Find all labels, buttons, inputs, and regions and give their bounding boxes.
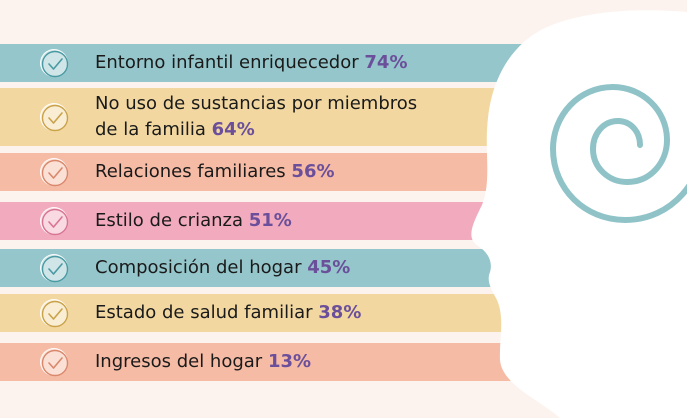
category-text: No uso de sustancias por miembros [95,93,418,114]
category-text: Entorno infantil enriquecedor [95,52,359,73]
category-text: de la familia [95,119,206,140]
value-label: 13% [267,351,312,372]
value-label: 38% [318,302,362,323]
bar-row-2 [0,88,582,146]
category-text: Relaciones familiares [95,161,286,182]
category-label: Composición del hogar 45% [95,255,350,281]
bar-row-6 [0,294,582,332]
value-label: 51% [248,210,292,231]
value-label: 64% [211,119,255,140]
category-label: Estilo de crianza 51% [95,208,292,234]
category-label: Estado de salud familiar 38% [95,300,361,326]
category-label: No uso de sustancias por miembros de la f… [95,91,417,143]
value-label: 56% [291,161,335,182]
check-circle-icon [40,254,69,283]
check-circle-icon [40,158,69,187]
check-circle-icon [40,299,69,328]
check-circle-icon [40,49,69,78]
value-label: 45% [307,257,351,278]
category-label: Ingresos del hogar 13% [95,349,311,375]
category-label: Relaciones familiares 56% [95,159,335,185]
category-text: Ingresos del hogar [95,351,263,372]
check-circle-icon [40,103,69,132]
check-circle-icon [40,207,69,236]
category-text: Composición del hogar [95,257,302,278]
bar-row-1 [0,44,582,82]
bar-row-7 [0,343,582,381]
category-text: Estado de salud familiar [95,302,313,323]
value-label: 74% [364,52,408,73]
check-circle-icon [40,348,69,377]
category-label: Entorno infantil enriquecedor 74% [95,50,407,76]
bar-row-5 [0,249,582,287]
category-text: Estilo de crianza [95,210,243,231]
bar-row-3 [0,153,582,191]
